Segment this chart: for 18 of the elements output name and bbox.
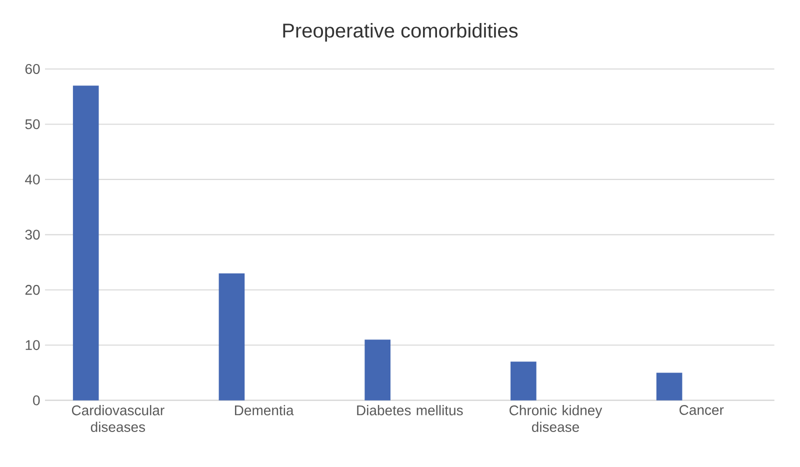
x-tick-label: Dementia xyxy=(234,405,294,416)
y-tick-label: 50 xyxy=(25,119,40,130)
bar xyxy=(72,86,99,400)
x-tick-label: Chronic kidney disease xyxy=(510,405,602,432)
y-tick-label: 40 xyxy=(25,174,40,184)
bar xyxy=(656,372,682,400)
y-tick-label: 0 xyxy=(33,395,40,406)
x-tick-label: Diabetes mellitus xyxy=(357,405,463,416)
y-tick-label: 60 xyxy=(25,64,40,74)
bar xyxy=(510,362,536,400)
chart-title: Preoperative comorbidities xyxy=(283,23,518,42)
bar xyxy=(218,273,245,400)
y-tick-label: 10 xyxy=(26,340,40,350)
y-tick-label: 20 xyxy=(25,284,40,295)
y-tick-label: 30 xyxy=(25,230,40,240)
x-tick-label: Cancer xyxy=(680,405,724,415)
bar xyxy=(364,340,390,400)
x-tick-label: Cardiovascular diseases xyxy=(72,405,164,432)
